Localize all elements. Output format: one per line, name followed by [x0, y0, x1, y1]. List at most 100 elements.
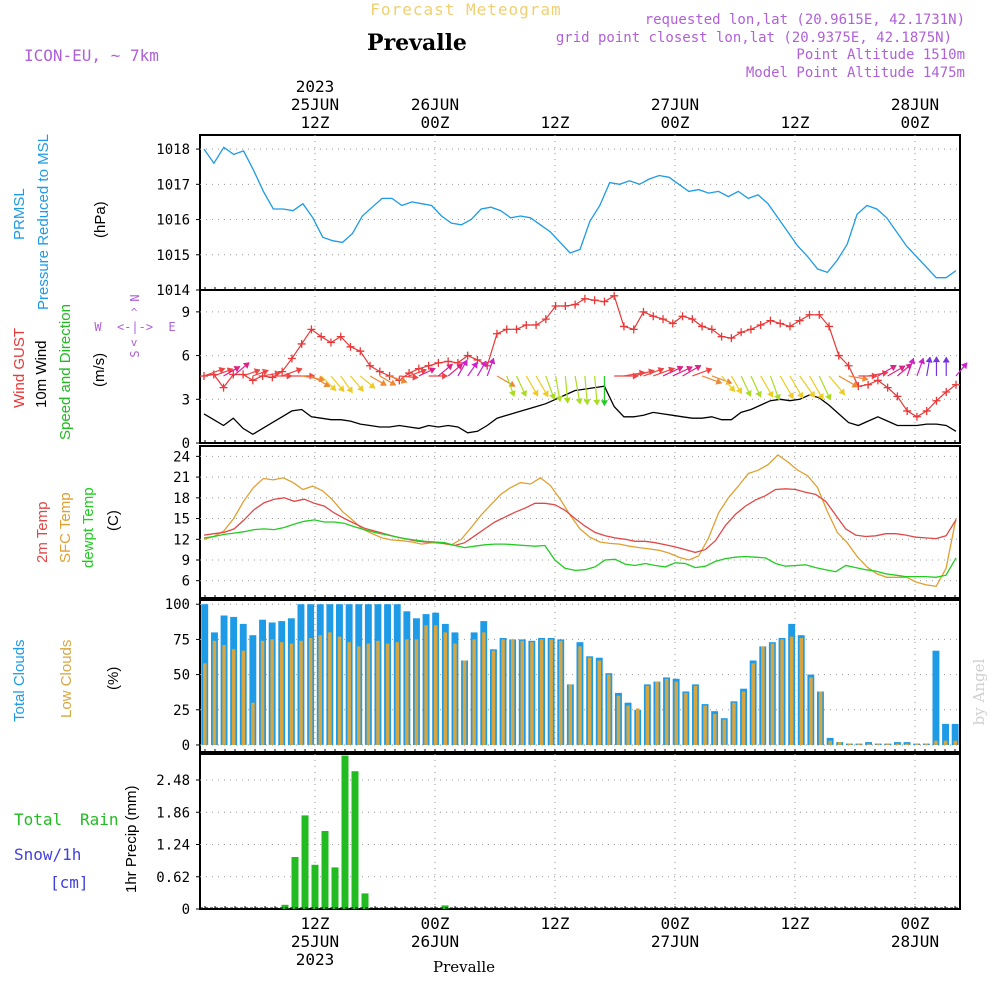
gust-marker: [541, 315, 550, 324]
low-cloud-bar: [587, 657, 592, 745]
low-cloud-bar: [789, 636, 794, 745]
gust-marker: [375, 367, 384, 376]
total-cloud-bar: [249, 635, 257, 745]
low-cloud-bar: [770, 643, 775, 745]
wind-arrow-head: [389, 379, 397, 386]
low-cloud-bar: [722, 719, 727, 745]
low-cloud-bar: [838, 742, 842, 745]
bottom-time-label: 25JUN: [291, 932, 339, 951]
compass-arrows: <-|->: [117, 320, 153, 334]
wind-arrow-head: [735, 387, 742, 395]
low-cloud-bar: [366, 643, 371, 745]
low-cloud-bar: [597, 660, 601, 745]
gust-marker: [278, 367, 287, 376]
wind-arrow-head: [400, 377, 408, 384]
cloud-label-group: Total Clouds: [11, 639, 28, 722]
gust-marker: [707, 325, 716, 334]
bottom-time-label: 2023: [296, 950, 335, 969]
precip-bar: [301, 815, 309, 909]
low-cloud-bar: [347, 642, 351, 745]
total-cloud-bar: [865, 742, 872, 745]
wind-arrow-head: [442, 372, 449, 380]
gust-marker: [766, 316, 775, 325]
gust-marker: [844, 361, 853, 370]
wind-arrow-head: [774, 393, 781, 401]
panel-frame: [199, 599, 961, 753]
low-cloud-bar: [520, 640, 524, 745]
wind-arrow-head: [461, 359, 468, 367]
gust-marker: [463, 351, 472, 360]
y-tick-label: 24: [173, 449, 190, 465]
low-cloud-bar: [703, 705, 707, 745]
wind-unit-group: (m/s): [91, 353, 108, 387]
gust-marker: [717, 332, 726, 341]
gust-marker: [688, 315, 697, 324]
model-label: ICON-EU, ~ 7km: [24, 46, 159, 65]
gust-marker: [317, 332, 326, 341]
wind-arrow-head: [368, 382, 376, 389]
y-tick-label: 75: [173, 632, 190, 648]
wind-arrow-head: [694, 364, 702, 372]
low-cloud-bar: [328, 632, 332, 745]
gust-marker: [522, 320, 531, 329]
wind-arrow-head: [488, 357, 496, 365]
wind-arrow-head: [329, 384, 337, 392]
low-cloud-bar: [482, 632, 486, 745]
low-cloud-bar: [607, 674, 611, 745]
temp-label-group-3: dewpt Temp: [80, 487, 97, 568]
wind-arrow-head: [471, 361, 478, 369]
low-cloud-bar: [376, 640, 380, 745]
precip-bar: [331, 867, 339, 909]
compass-rose: <-|-> W E N ^ vS: [94, 294, 175, 357]
compass-down: v: [131, 336, 138, 349]
wind-arrow-head: [542, 390, 549, 398]
gust-marker: [756, 320, 765, 329]
gust-marker: [727, 334, 736, 343]
total-cloud-bar: [932, 650, 940, 745]
compass-s-group: S: [128, 350, 142, 357]
y-tick-label: 6: [182, 574, 190, 590]
wind-arrow-head: [657, 367, 665, 374]
y-tick-label: 9: [182, 305, 190, 321]
low-cloud-bar: [568, 684, 573, 745]
wind-arrow-head: [420, 368, 427, 375]
panel-frame: [199, 753, 961, 910]
wind-arrow-head: [337, 385, 345, 393]
wind-arrow-head: [555, 395, 563, 403]
low-cloud-bar: [203, 663, 207, 745]
temp-unit-group: (C): [105, 510, 122, 531]
pressure-unit-group: (hPa): [92, 201, 109, 238]
y-tick-label: 12: [173, 532, 190, 548]
location-title: Prevalle: [367, 30, 467, 56]
y-tick-label: 18: [173, 491, 190, 507]
gust-marker: [590, 296, 599, 305]
low-cloud-bar: [866, 743, 871, 745]
gust-marker: [492, 329, 501, 338]
gust-marker: [698, 322, 707, 331]
y-tick-label: 0: [182, 738, 190, 754]
wind-arrow-head: [346, 386, 353, 394]
y-tick-label: 6: [182, 349, 190, 365]
requested-coords: requested lon,lat (20.9615E, 42.1731N): [645, 12, 965, 28]
low-cloud-bar: [559, 640, 563, 745]
y-tick-label: 1016: [156, 213, 190, 229]
wind-arrow-head: [787, 392, 794, 399]
y-tick-label: 50: [173, 668, 190, 684]
panel-pressure: 1014 1015 1016 1017 1018: [156, 134, 961, 299]
wind-arrow-head: [960, 362, 968, 370]
y-tick-label: 1015: [156, 248, 190, 264]
panel-frame: [199, 445, 961, 599]
wind-gust-label: Wind GUST: [11, 328, 28, 408]
top-time-label: 2023: [296, 77, 335, 96]
total-cloud-bar: [894, 742, 901, 745]
low-cloud-bar: [751, 663, 755, 745]
gust-marker: [248, 376, 257, 385]
low-cloud-bar: [424, 625, 428, 745]
low-cloud-bar: [578, 646, 582, 745]
sfc-temp-line: [203, 454, 957, 588]
low-cloud-bar: [491, 650, 496, 745]
wind-arrow-head: [446, 363, 453, 371]
wind-speed-line: [203, 385, 957, 436]
low-clouds-label: Low Clouds: [58, 640, 75, 718]
wind-direction-label: Speed and Direction: [57, 304, 74, 440]
